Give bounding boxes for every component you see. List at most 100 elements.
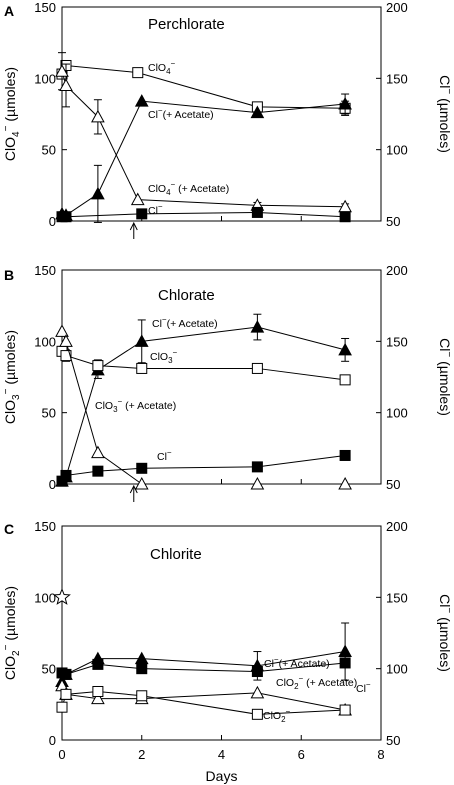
data-point-square bbox=[339, 374, 351, 386]
series-annotation: ClO3− bbox=[150, 348, 178, 365]
series-annotation: Cl−(+ Acetate) bbox=[148, 106, 214, 121]
data-point-square bbox=[60, 668, 72, 680]
data-point-star bbox=[53, 587, 71, 605]
panel-label: A bbox=[4, 3, 14, 19]
chart-title: Chlorate bbox=[158, 287, 215, 304]
y-tick-label: 100 bbox=[34, 590, 56, 605]
data-point-triangle bbox=[91, 445, 105, 459]
series-annotation: Cl−(+ Acetate) bbox=[152, 315, 218, 330]
y2-tick-label: 150 bbox=[386, 590, 408, 605]
data-point-square bbox=[339, 449, 351, 461]
series-annotation: ClO2− bbox=[263, 707, 291, 724]
panel-label: C bbox=[4, 521, 14, 537]
y2-tick-label: 50 bbox=[386, 477, 400, 492]
data-point-square bbox=[251, 666, 263, 678]
x-tick-label: 4 bbox=[218, 747, 225, 762]
data-point-square bbox=[136, 208, 148, 220]
series-annotation: Cl−(+ Acetate) bbox=[264, 655, 330, 670]
data-point-triangle bbox=[55, 64, 69, 77]
data-point-triangle bbox=[91, 109, 105, 123]
data-point-square bbox=[60, 350, 72, 362]
data-point-triangle bbox=[134, 334, 149, 347]
y2-tick-label: 200 bbox=[386, 263, 408, 278]
y-tick-label: 0 bbox=[49, 477, 56, 492]
y-tick-label: 50 bbox=[42, 406, 56, 421]
data-point-square bbox=[339, 704, 351, 716]
plot-frame bbox=[61, 269, 382, 485]
y2-axis-label: Cl− (µmoles) bbox=[437, 338, 454, 416]
series-annotation: ClO2− (+ Acetate) bbox=[276, 674, 357, 691]
data-point-square bbox=[136, 663, 148, 675]
data-point-square bbox=[92, 658, 104, 670]
data-point-triangle bbox=[250, 685, 265, 699]
x-tick-label: 6 bbox=[298, 747, 305, 762]
data-point-square bbox=[339, 211, 351, 223]
y2-tick-label: 100 bbox=[386, 143, 408, 158]
series-annotation: Cl− bbox=[148, 202, 163, 217]
data-point-square bbox=[136, 462, 148, 474]
data-point-triangle bbox=[134, 476, 149, 490]
data-point-triangle bbox=[55, 324, 69, 337]
panel-label: B bbox=[4, 267, 14, 283]
y-tick-label: 0 bbox=[49, 214, 56, 229]
y-axis-label: ClO2− (µmoles) bbox=[1, 586, 22, 680]
data-point-square bbox=[60, 469, 72, 481]
data-point-square bbox=[92, 360, 104, 372]
data-point-triangle bbox=[338, 476, 352, 490]
data-point-square bbox=[136, 362, 148, 374]
series-line bbox=[62, 211, 346, 218]
y2-tick-label: 200 bbox=[386, 519, 408, 534]
x-tick-label: 0 bbox=[58, 747, 65, 762]
data-point-square bbox=[251, 461, 263, 473]
y2-tick-label: 150 bbox=[386, 334, 408, 349]
data-point-square bbox=[132, 67, 144, 79]
data-point-triangle bbox=[250, 105, 265, 119]
chart-title: Perchlorate bbox=[148, 16, 225, 33]
data-point-square bbox=[251, 362, 263, 374]
y2-axis-label: Cl− (µmoles) bbox=[437, 75, 454, 153]
arrow-head bbox=[129, 221, 138, 231]
y2-tick-label: 200 bbox=[386, 0, 408, 15]
chart-panel-a: 0 50 100 150 50 100 150 200 ClO4− (µmoles) Cl− (µ… bbox=[1, 0, 454, 239]
y2-tick-label: 50 bbox=[386, 733, 400, 748]
data-point-square bbox=[136, 690, 148, 702]
y2-tick-label: 100 bbox=[386, 662, 408, 677]
arrow-head bbox=[129, 484, 138, 494]
x-tick-label: 8 bbox=[377, 747, 384, 762]
series-line bbox=[61, 454, 346, 482]
y-tick-label: 150 bbox=[34, 0, 56, 15]
data-point-triangle bbox=[59, 78, 73, 91]
chart-panel-b: 0 50 100 150 50 100 150 200 ClO3− (µmoles) Cl− (µ… bbox=[1, 263, 454, 502]
series-line bbox=[61, 350, 346, 381]
data-point-triangle bbox=[134, 94, 149, 107]
series-line bbox=[61, 690, 346, 715]
data-point-triangle bbox=[59, 334, 73, 347]
series-line bbox=[61, 685, 346, 711]
series-annotation: ClO3− (+ Acetate) bbox=[95, 397, 176, 414]
chart-title: Chlorite bbox=[150, 546, 202, 563]
y-tick-label: 150 bbox=[34, 263, 56, 278]
data-point-triangle bbox=[338, 96, 352, 110]
data-point-square bbox=[60, 688, 72, 700]
series-annotation: Cl− bbox=[157, 448, 172, 463]
y-axis-label: ClO4− (µmoles) bbox=[1, 67, 22, 161]
series-annotation: ClO4− (+ Acetate) bbox=[148, 180, 229, 197]
y-tick-label: 50 bbox=[42, 662, 56, 677]
data-point-triangle bbox=[250, 476, 265, 490]
data-point-square bbox=[92, 685, 104, 697]
data-point-square bbox=[56, 701, 68, 713]
data-point-triangle bbox=[338, 342, 352, 356]
y2-axis-label: Cl− (µmoles) bbox=[437, 594, 454, 672]
data-point-square bbox=[339, 657, 351, 669]
data-point-square bbox=[251, 708, 263, 720]
y-tick-label: 100 bbox=[34, 71, 56, 86]
y-tick-label: 0 bbox=[49, 733, 56, 748]
y-tick-label: 100 bbox=[34, 334, 56, 349]
x-axis-label: Days bbox=[206, 768, 238, 784]
data-point-triangle bbox=[250, 320, 265, 333]
data-point-triangle bbox=[91, 186, 105, 200]
y2-tick-label: 50 bbox=[386, 214, 400, 229]
chart-panel-c: 0 50 100 150 50 100 150 200 0 2 4 6 8 Days ClO2− (µmol… bbox=[1, 519, 454, 784]
data-point-square bbox=[251, 206, 263, 218]
